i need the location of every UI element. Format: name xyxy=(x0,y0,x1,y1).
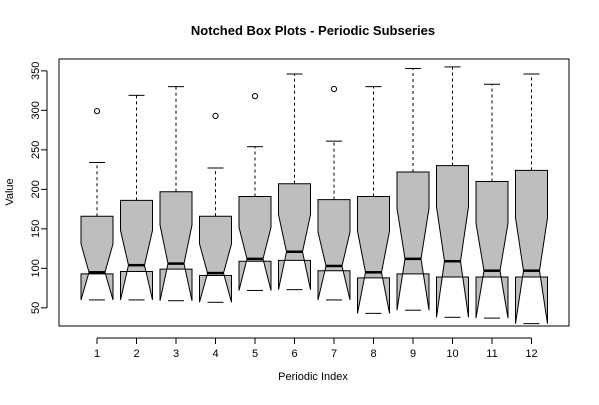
box-body xyxy=(278,183,311,290)
x-tick-label: 4 xyxy=(212,348,218,360)
x-tick-label: 8 xyxy=(370,348,376,360)
box-3 xyxy=(159,86,193,302)
box-body xyxy=(120,199,153,301)
y-tick-label: 100 xyxy=(30,259,42,277)
plot-frame xyxy=(58,58,570,327)
x-tick-label: 7 xyxy=(331,348,337,360)
outlier-point xyxy=(212,112,219,119)
y-tick-label: 200 xyxy=(30,180,42,198)
x-tick-label: 3 xyxy=(173,348,179,360)
box-2 xyxy=(120,94,153,301)
box-body xyxy=(515,169,548,324)
x-tick-label: 2 xyxy=(133,348,139,360)
x-tick-label: 12 xyxy=(525,348,537,360)
box-11 xyxy=(475,83,509,319)
x-axis: 1 2 3 4 5 6 7 8 9 10 11 12 xyxy=(94,337,538,360)
box-body xyxy=(475,180,509,319)
x-tick-label: 11 xyxy=(486,348,497,360)
y-axis-label: Value xyxy=(4,178,16,205)
y-axis: 50 100 150 200 250 300 350 xyxy=(30,62,48,314)
y-tick-label: 350 xyxy=(30,62,42,80)
box-6 xyxy=(278,73,311,291)
y-tick-label: 300 xyxy=(30,101,42,119)
box-body xyxy=(436,165,469,318)
y-tick-label: 50 xyxy=(30,302,42,314)
x-tick-label: 10 xyxy=(446,348,458,360)
x-axis-label: Periodic Index xyxy=(278,371,348,383)
x-tick-label: 1 xyxy=(94,348,100,360)
box-body xyxy=(238,195,272,291)
outlier-point xyxy=(93,108,101,115)
y-tick-label: 250 xyxy=(30,141,42,159)
box-12 xyxy=(515,73,548,325)
box-body xyxy=(317,199,351,301)
boxes-group xyxy=(80,66,548,325)
box-7 xyxy=(317,85,351,301)
box-10 xyxy=(436,66,469,318)
box-8 xyxy=(357,86,390,314)
box-1 xyxy=(80,108,114,301)
box-5 xyxy=(238,93,272,291)
box-4 xyxy=(199,112,232,303)
outlier-point xyxy=(251,93,259,100)
y-tick-label: 150 xyxy=(30,220,42,238)
box-9 xyxy=(396,67,430,311)
box-body xyxy=(80,215,114,301)
x-tick-label: 9 xyxy=(410,348,416,360)
box-body xyxy=(396,171,430,311)
x-tick-label: 5 xyxy=(252,348,258,360)
box-body xyxy=(159,191,193,301)
chart-title: Notched Box Plots - Periodic Subseries xyxy=(191,23,435,38)
x-tick-label: 6 xyxy=(291,348,297,360)
box-body xyxy=(357,195,390,314)
outlier-point xyxy=(330,85,338,93)
box-body xyxy=(199,215,232,303)
